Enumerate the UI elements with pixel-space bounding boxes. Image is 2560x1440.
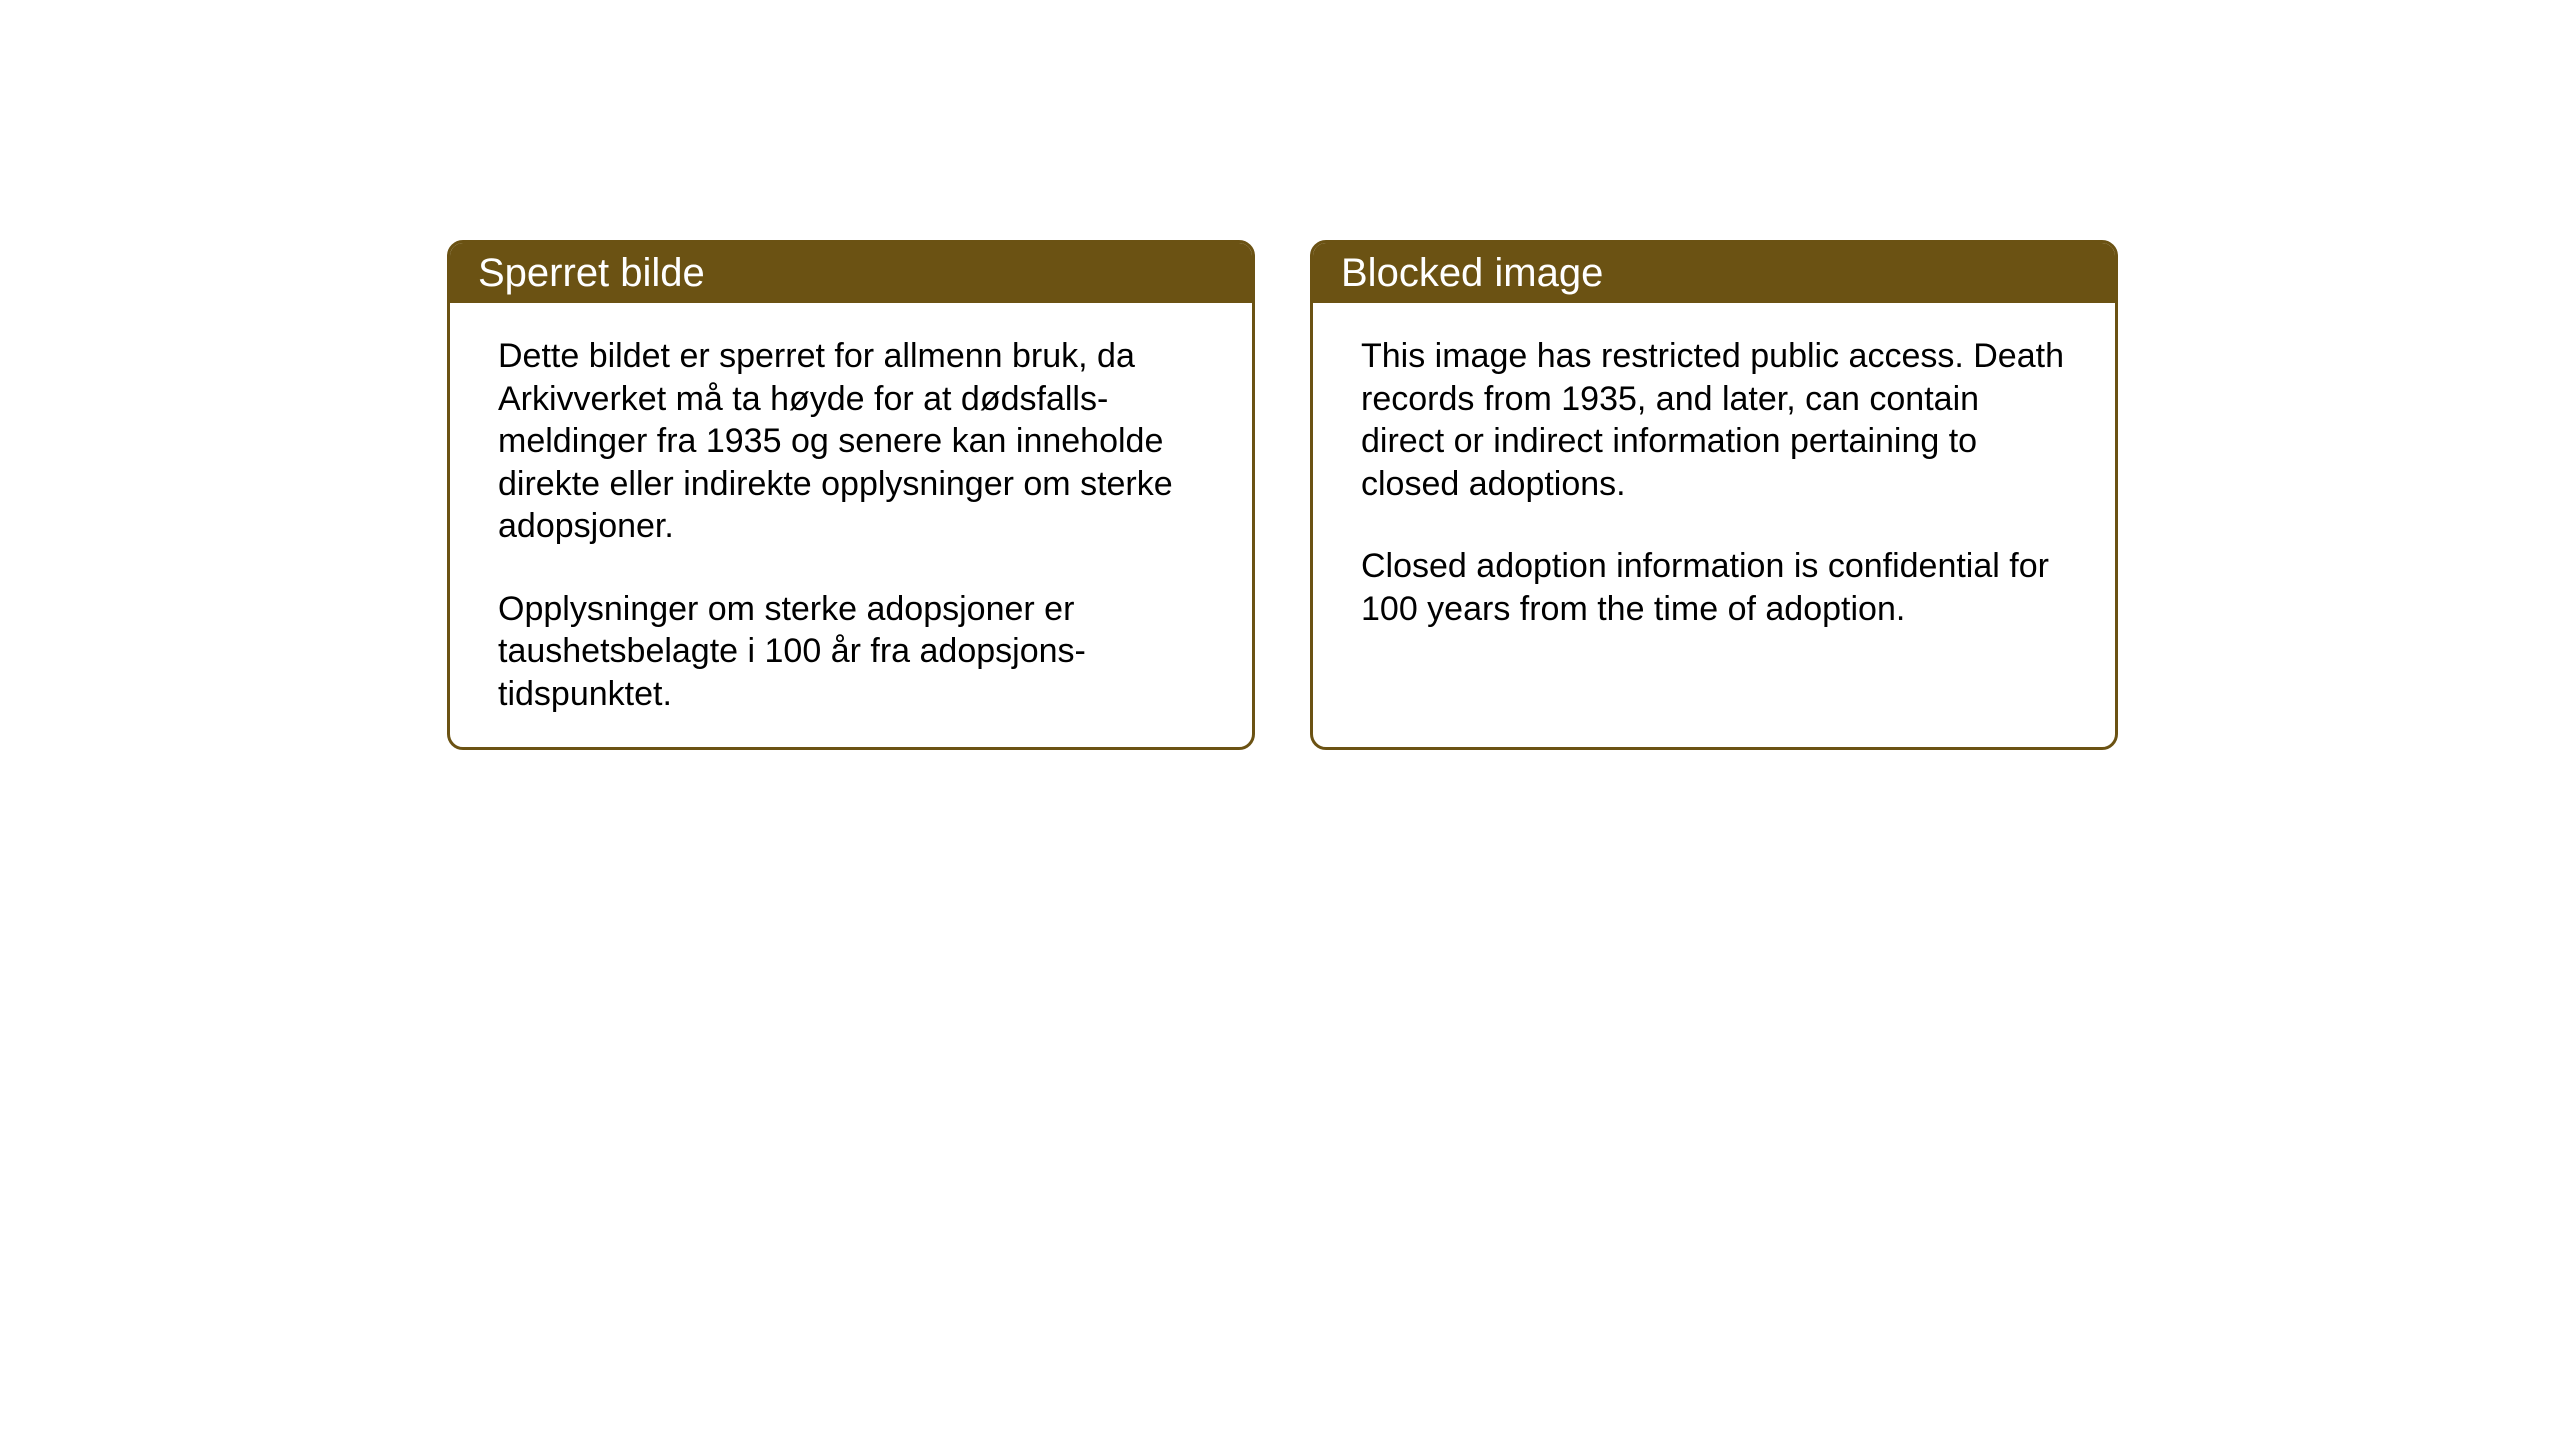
card-body-norwegian: Dette bildet er sperret for allmenn bruk… — [450, 303, 1252, 747]
card-header-english: Blocked image — [1313, 243, 2115, 303]
card-body-english: This image has restricted public access.… — [1313, 303, 2115, 662]
card-paragraph-norwegian-2: Opplysninger om sterke adopsjoner er tau… — [498, 588, 1204, 716]
card-paragraph-norwegian-1: Dette bildet er sperret for allmenn bruk… — [498, 335, 1204, 548]
card-header-title-norwegian: Sperret bilde — [478, 251, 705, 296]
card-paragraph-english-1: This image has restricted public access.… — [1361, 335, 2067, 505]
card-header-norwegian: Sperret bilde — [450, 243, 1252, 303]
card-header-title-english: Blocked image — [1341, 251, 1603, 296]
notice-card-english: Blocked image This image has restricted … — [1310, 240, 2118, 750]
notice-card-norwegian: Sperret bilde Dette bildet er sperret fo… — [447, 240, 1255, 750]
card-paragraph-english-2: Closed adoption information is confident… — [1361, 545, 2067, 630]
notice-container: Sperret bilde Dette bildet er sperret fo… — [447, 240, 2118, 750]
